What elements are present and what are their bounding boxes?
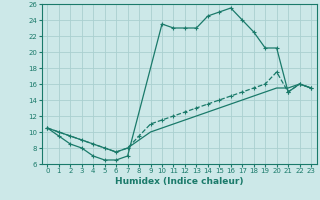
X-axis label: Humidex (Indice chaleur): Humidex (Indice chaleur) [115, 177, 244, 186]
